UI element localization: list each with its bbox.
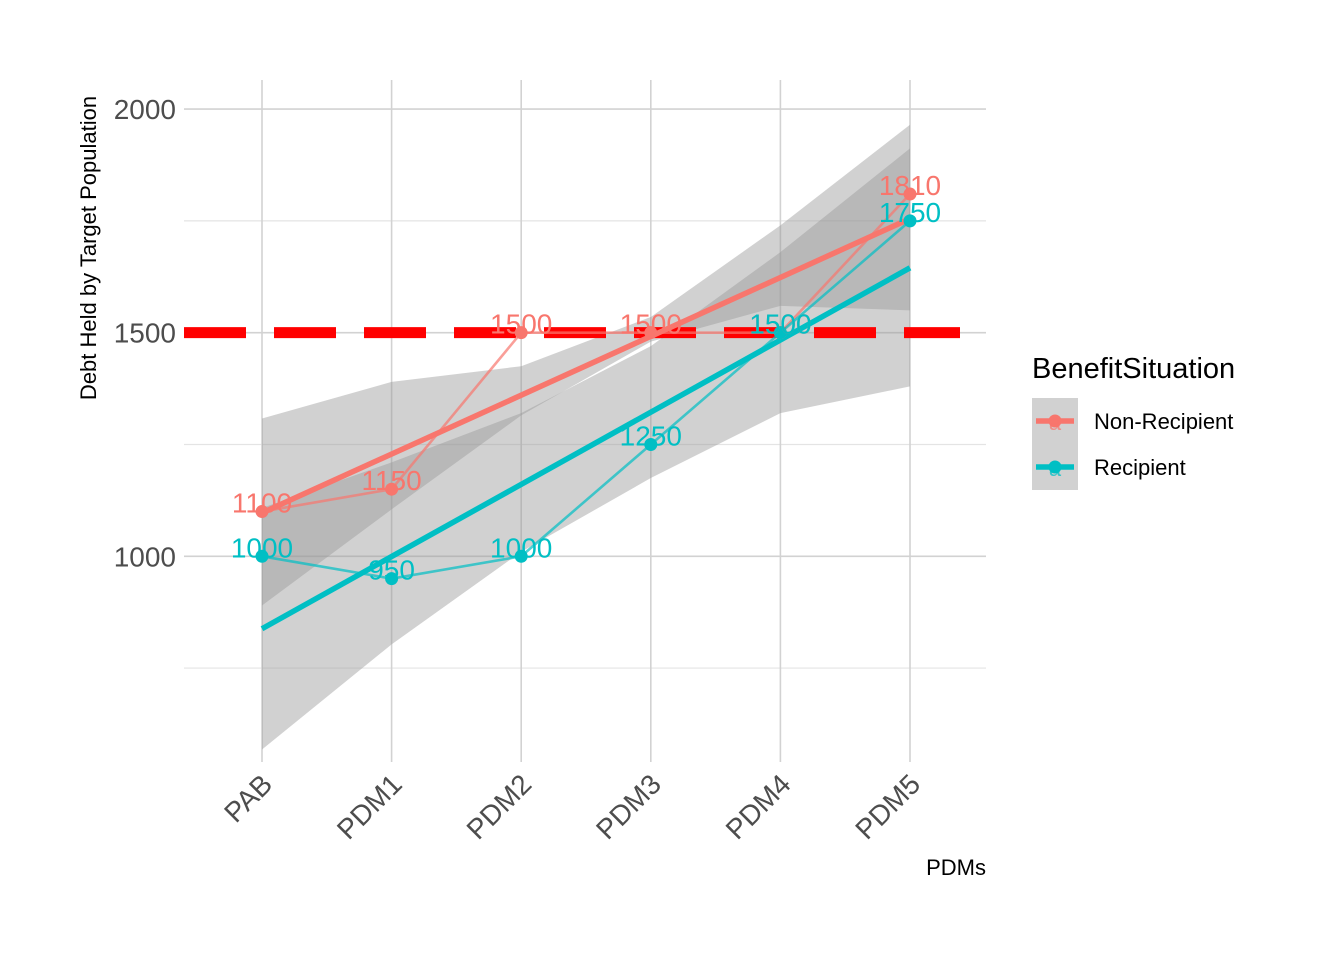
y-axis-title: Debt Held by Target Population [76, 96, 101, 400]
data-label-recipient: 950 [368, 555, 415, 586]
data-label-non-recipient: 1500 [490, 309, 552, 340]
x-tick-label: PAB [218, 768, 278, 828]
legend-key-glyph: a [1049, 456, 1062, 481]
legend-label: Non-Recipient [1094, 409, 1233, 434]
y-axis-ticks: 1000 1500 2000 [114, 94, 176, 572]
point-recipient [385, 572, 399, 586]
legend-key-glyph: a [1049, 410, 1062, 435]
data-label-recipient: 1500 [749, 309, 811, 340]
data-label-recipient: 1250 [620, 420, 682, 451]
x-axis-ticks: PAB PDM1 PDM2 PDM3 PDM4 PDM5 [218, 768, 926, 845]
data-label-non-recipient: 1500 [620, 309, 682, 340]
data-points [255, 187, 917, 586]
x-axis-title: PDMs [926, 855, 986, 880]
point-non-recipient [385, 482, 399, 496]
data-label-non-recipient: 1810 [879, 170, 941, 201]
trend-line-recipient [260, 265, 912, 632]
series-line-non-recipient [261, 193, 911, 513]
data-label-recipient: 1750 [879, 197, 941, 228]
x-tick-label: PDM5 [849, 768, 926, 845]
point-recipient [773, 326, 787, 340]
point-non-recipient [514, 326, 528, 340]
y-tick-label: 1000 [114, 541, 176, 572]
trend-line-non-recipient [260, 216, 912, 516]
data-label-recipient: 1000 [231, 532, 293, 563]
data-labels: 1100 1150 1500 1500 1500 1810 1000 950 1000 1250 1… [231, 170, 941, 586]
legend: BenefitSituation a Non-Recipient a Recipien… [1032, 353, 1235, 490]
y-tick-label: 2000 [114, 94, 176, 125]
x-tick-label: PDM2 [461, 768, 538, 845]
point-recipient [903, 214, 917, 228]
x-tick-label: PDM3 [590, 768, 667, 845]
data-label-non-recipient: 1150 [361, 465, 421, 496]
point-non-recipient [255, 505, 269, 519]
point-non-recipient [644, 326, 658, 340]
trend-lines [260, 216, 912, 632]
legend-key-point [1048, 414, 1062, 428]
series-lines [261, 193, 911, 580]
y-tick-label: 1500 [114, 318, 176, 349]
x-tick-label: PDM1 [331, 768, 408, 845]
point-recipient [514, 549, 528, 563]
series-line-recipient [261, 219, 911, 580]
point-recipient [255, 549, 269, 563]
minor-gridlines [184, 220, 986, 669]
data-label-recipient: 1000 [490, 532, 552, 563]
point-recipient [644, 437, 658, 451]
x-tick-label: PDM4 [720, 768, 797, 845]
confidence-bands [262, 124, 910, 750]
point-non-recipient [903, 187, 917, 201]
legend-title: BenefitSituation [1032, 353, 1235, 385]
data-label-non-recipient: 1100 [232, 488, 292, 519]
data-label-non-recipient: 1500 [749, 309, 811, 340]
legend-key-point [1048, 460, 1062, 474]
legend-label: Recipient [1094, 455, 1186, 480]
